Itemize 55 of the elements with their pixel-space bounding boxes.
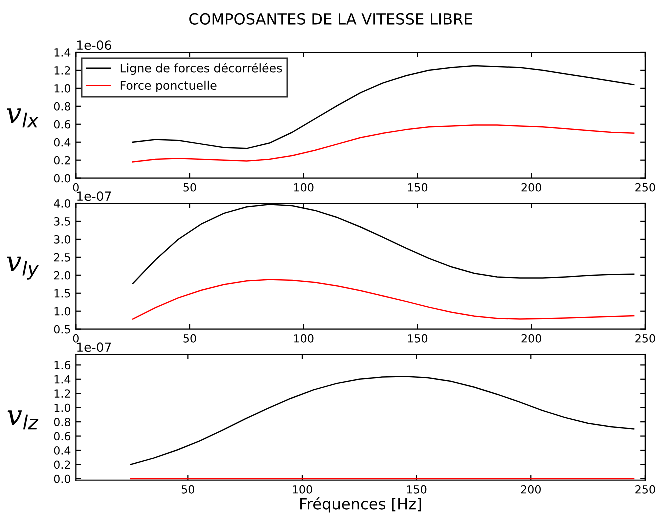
x-tick-label: 100 xyxy=(293,485,312,494)
y-tick-label: 2.5 xyxy=(54,253,70,262)
y-axis-title: v$_{lz}$ xyxy=(8,410,39,430)
line-series xyxy=(132,279,635,320)
x-tick-label: 200 xyxy=(522,334,542,343)
y-tick-label: 0.6 xyxy=(54,120,71,129)
y-tick-label: 0.2 xyxy=(54,156,70,165)
y-axis-title: v$_{ly}$ xyxy=(7,256,40,280)
line-series xyxy=(132,124,635,163)
y-tick-label: 0.2 xyxy=(54,460,70,470)
y-tick-label: 3.5 xyxy=(54,217,70,226)
legend-label: Force ponctuelle xyxy=(120,80,217,92)
x-tick-label: 50 xyxy=(182,485,194,494)
legend-label: Ligne de forces décorrélées xyxy=(120,63,282,76)
x-tick-label: 100 xyxy=(294,334,314,343)
y-tick-label: 0.0 xyxy=(54,174,71,183)
x-tick-label: 250 xyxy=(636,334,656,343)
y-tick-label: 0.4 xyxy=(54,446,71,455)
x-tick-label: 0 xyxy=(73,334,79,343)
y-tick-label: 0.8 xyxy=(54,418,71,426)
text: 1e-07 xyxy=(78,342,112,352)
y-tick-label: 2.0 xyxy=(54,271,71,280)
text: 1e-07 xyxy=(78,192,112,202)
x-tick-label: 0 xyxy=(73,183,79,192)
x-tick-label: 250 xyxy=(636,183,656,192)
x-tick-label: 200 xyxy=(522,183,542,192)
x-tick-label: 150 xyxy=(408,334,428,343)
x-axis-title: Fréquences [Hz] xyxy=(300,497,422,513)
text: 1e-06 xyxy=(78,40,112,50)
y-tick-label: 1.2 xyxy=(54,66,70,75)
y-tick-label: 1.2 xyxy=(54,390,70,398)
x-tick-label: 50 xyxy=(184,183,196,192)
y-tick-label: 1.4 xyxy=(54,48,71,57)
x-tick-label: 50 xyxy=(184,334,196,343)
x-tick-label: 100 xyxy=(294,183,314,192)
y-tick-label: 1.0 xyxy=(54,404,71,412)
x-tick-label: 150 xyxy=(408,183,428,192)
y-tick-label: 1.0 xyxy=(54,84,71,93)
y-tick-label: 0.0 xyxy=(54,474,71,484)
y-tick-label: 0.6 xyxy=(54,432,71,441)
chart-title: COMPOSANTES DE LA VITESSE LIBRE xyxy=(190,13,472,25)
y-tick-label: 4.0 xyxy=(54,199,71,208)
y-tick-label: 1.5 xyxy=(54,290,70,298)
y-tick-label: 0.4 xyxy=(54,138,71,147)
y-tick-label: 1.6 xyxy=(54,361,71,370)
y-axis-title: v$_{lx}$ xyxy=(7,108,40,128)
x-tick-label: 150 xyxy=(407,485,427,494)
y-tick-label: 0.8 xyxy=(54,102,71,111)
y-tick-label: 1.4 xyxy=(54,376,71,384)
x-tick-label: 250 xyxy=(636,485,656,494)
x-tick-label: 200 xyxy=(521,485,541,494)
y-tick-label: 0.5 xyxy=(54,325,70,334)
y-tick-label: 1.0 xyxy=(54,307,71,316)
y-tick-label: 3.0 xyxy=(54,235,71,244)
line-series xyxy=(130,376,635,466)
